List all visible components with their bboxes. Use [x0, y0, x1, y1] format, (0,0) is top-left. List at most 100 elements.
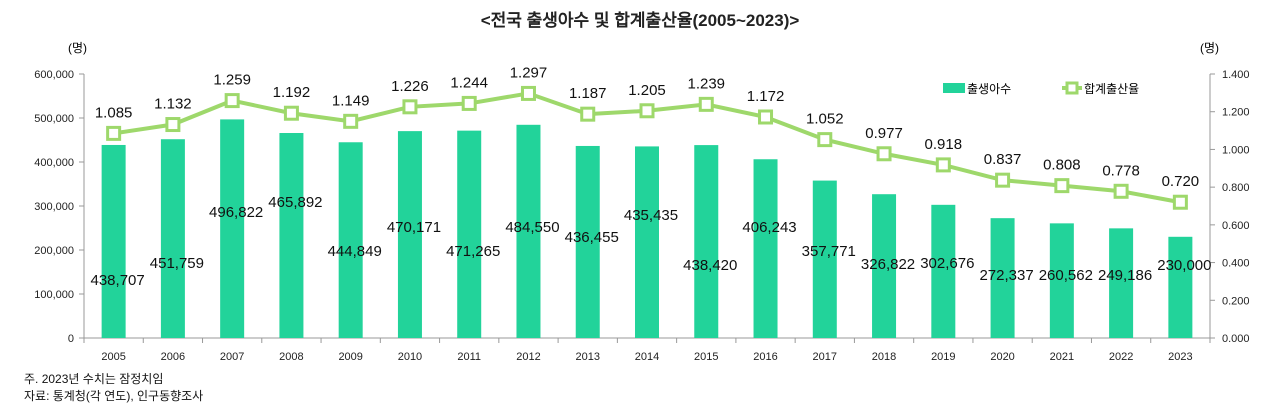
bar-2017 [812, 180, 837, 338]
bar-2010 [397, 131, 422, 338]
rate-point-2022 [1113, 183, 1129, 199]
footnote: 주. 2023년 수치는 잠정치임 [24, 372, 164, 386]
rate-point-2006 [165, 117, 181, 133]
rate-data-label: 1.172 [747, 88, 785, 105]
legend-bar-label: 출생아수 [967, 82, 1011, 96]
bar-data-label: 438,420 [683, 257, 737, 274]
rate-data-label: 1.192 [273, 84, 311, 101]
left-tick-label: 200,000 [34, 245, 74, 257]
rate-data-label: 1.132 [154, 96, 192, 113]
right-tick-label: 1.000 [1222, 144, 1250, 156]
bar-data-label: 272,337 [979, 267, 1033, 284]
rate-data-label: 0.808 [1043, 157, 1081, 174]
right-tick-label: 0.800 [1222, 182, 1250, 194]
x-tick-label: 2012 [516, 351, 540, 363]
bar-data-label: 435,435 [624, 207, 678, 224]
rate-point-2012 [520, 85, 536, 101]
x-tick-label: 2022 [1109, 351, 1133, 363]
right-tick-label: 1.400 [1222, 69, 1250, 81]
left-tick-label: 0 [68, 333, 74, 345]
bar-2009 [338, 142, 363, 338]
x-tick-label: 2021 [1050, 351, 1074, 363]
bar-2013 [575, 145, 600, 338]
bar-2020 [990, 218, 1015, 338]
rate-data-label: 1.205 [628, 82, 666, 99]
bar-data-label: 230,000 [1157, 257, 1211, 274]
bar-data-label: 444,849 [328, 243, 382, 260]
right-axis-unit: (명) [1200, 41, 1219, 55]
legend-bar-swatch [943, 83, 965, 93]
bar-2019 [931, 204, 956, 338]
bar-2023 [1168, 236, 1193, 338]
left-tick-label: 600,000 [34, 69, 74, 81]
chart-title: <전국 출생아수 및 합계출산율(2005~2023)> [480, 11, 800, 30]
x-tick-label: 2008 [279, 351, 303, 363]
rate-point-2019 [935, 157, 951, 173]
rate-point-2010 [402, 99, 418, 115]
bar-data-label: 406,243 [742, 219, 796, 236]
bar-2012 [516, 124, 541, 338]
rate-point-2005 [106, 125, 122, 141]
right-tick-label: 0.400 [1222, 258, 1250, 270]
bar-data-label: 260,562 [1039, 267, 1093, 284]
rate-point-2021 [1054, 178, 1070, 194]
x-tick-label: 2013 [575, 351, 599, 363]
left-tick-label: 300,000 [34, 201, 74, 213]
right-tick-label: 0.200 [1222, 295, 1250, 307]
bar-data-label: 470,171 [387, 219, 441, 236]
bar-2008 [279, 133, 304, 338]
rate-data-label: 1.226 [391, 78, 429, 95]
rate-data-label: 0.837 [984, 151, 1022, 168]
rate-point-2011 [461, 95, 477, 111]
rate-point-2014 [639, 103, 655, 119]
bar-data-label: 471,265 [446, 243, 500, 260]
bar-data-label: 438,707 [91, 272, 145, 289]
bar-data-label: 326,822 [861, 256, 915, 273]
x-tick-label: 2019 [931, 351, 955, 363]
x-tick-label: 2016 [753, 351, 777, 363]
rate-data-label: 1.187 [569, 85, 607, 102]
rate-data-label: 0.918 [925, 136, 963, 153]
bar-2016 [753, 159, 778, 338]
rate-data-label: 1.259 [213, 72, 251, 89]
rate-data-label: 1.244 [450, 74, 488, 91]
bar-data-label: 496,822 [209, 204, 263, 221]
source-note: 자료: 통계청(각 연도), 인구동향조사 [24, 389, 204, 403]
rate-data-label: 0.778 [1102, 162, 1140, 179]
x-tick-label: 2020 [990, 351, 1014, 363]
rate-point-2017 [817, 132, 833, 148]
bar-2005 [101, 144, 126, 338]
legend-line-label: 합계출산율 [1084, 82, 1139, 96]
bar-data-label: 302,676 [920, 255, 974, 272]
bar-data-label: 357,771 [802, 243, 856, 260]
left-tick-label: 100,000 [34, 289, 74, 301]
right-tick-label: 1.200 [1222, 107, 1250, 119]
left-tick-label: 400,000 [34, 157, 74, 169]
x-tick-label: 2007 [220, 351, 244, 363]
left-axis-unit: (명) [68, 41, 87, 55]
bar-2022 [1109, 228, 1134, 338]
rate-data-label: 0.720 [1162, 173, 1200, 190]
rate-point-2015 [698, 96, 714, 112]
x-tick-label: 2014 [635, 351, 659, 363]
rate-point-2007 [224, 93, 240, 109]
x-tick-label: 2023 [1168, 351, 1192, 363]
bar-2011 [457, 130, 482, 338]
bar-data-label: 465,892 [268, 194, 322, 211]
bar-data-label: 249,186 [1098, 267, 1152, 284]
bar-data-label: 484,550 [505, 219, 559, 236]
rate-data-label: 1.052 [806, 111, 844, 128]
right-tick-label: 0.000 [1222, 333, 1250, 345]
rate-point-2016 [758, 109, 774, 125]
x-tick-label: 2011 [457, 351, 481, 363]
bar-data-label: 451,759 [150, 255, 204, 272]
bar-2018 [872, 194, 897, 338]
bar-data-label: 436,455 [565, 229, 619, 246]
x-tick-label: 2009 [338, 351, 362, 363]
rate-point-2018 [876, 146, 892, 162]
rate-data-label: 1.149 [332, 92, 370, 109]
bar-2014 [635, 146, 659, 338]
rate-point-2009 [343, 113, 359, 129]
x-tick-label: 2018 [872, 351, 896, 363]
